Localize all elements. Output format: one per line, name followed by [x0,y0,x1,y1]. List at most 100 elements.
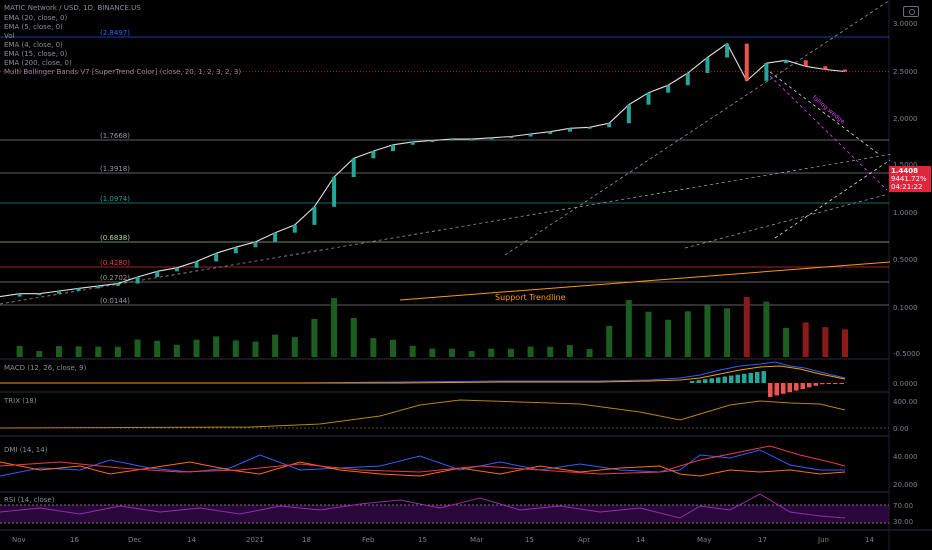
volume-bar [802,322,809,357]
macd-histogram-bar [742,373,747,383]
candle [685,73,690,86]
price-axis: 3.0000 2.5000 2.0000 1.5000 1.0000 0.5000 0.10… [893,20,920,358]
volume-bar [36,351,43,357]
fib-level-label: (0.6838) [100,234,130,242]
macd-histogram-bar [820,383,825,385]
volume-bar [724,308,731,357]
price-series [0,42,889,298]
volume-bar [507,348,514,357]
trix-pane [0,399,889,429]
last-price-tag: 1.4408 9441.72% 04:21:22 [889,166,931,192]
fib-level-label: (0.2702) [100,274,130,282]
indicator-label[interactable]: EMA (200, close, 0) [4,59,72,67]
volume-bar [586,349,593,357]
macd-histogram-bar [703,379,708,383]
dmi-axis-label: 40.000 [893,453,918,461]
price-axis-tick: 2.5000 [893,68,918,76]
macd-histogram-bar [813,383,818,386]
volume-bar [488,348,495,357]
volume-bar [232,340,239,357]
candle [803,60,808,67]
candle [194,261,199,268]
indicator-label[interactable]: EMA (20, close, 0) [4,14,68,22]
macd-histogram-bar [696,380,701,383]
macd-histogram-bar [716,377,721,383]
candle [214,253,219,262]
long-trendline [0,153,894,305]
time-axis-tick: Apr [578,536,590,544]
volume-bar [842,329,848,357]
candle [430,140,435,142]
indicator-label[interactable]: EMA (15, close, 0) [4,50,68,58]
time-axis-tick: 14 [865,536,874,544]
volume-bar [390,339,397,357]
macd-histogram-bar [800,383,805,389]
wedge-bottom-line [774,159,891,239]
price-line [0,42,846,298]
volume-bars [16,297,848,357]
time-axis-tick: 2021 [246,536,264,544]
volume-bar [350,317,357,357]
candle [312,206,317,225]
macd-histogram-bar [768,383,773,397]
candle [666,85,671,93]
trix-pane-label[interactable]: TRIX (18) [4,397,37,405]
volume-bar [409,345,416,357]
candle [17,293,22,297]
candle [96,285,101,289]
volume-bar [95,346,102,357]
macd-axis-label: 0.0000 [893,380,918,388]
fib-level-label: (1.7668) [100,132,130,140]
camera-icon[interactable] [903,6,919,17]
macd-histogram-bar [839,383,844,384]
macd-histogram-bar [787,383,792,393]
macd-pane-label[interactable]: MACD (12, 26, close, 9) [4,364,87,372]
volume-bar [606,325,613,357]
volume-bar [429,348,436,357]
candle [843,69,847,72]
volume-bar [704,305,711,357]
candle [155,271,160,278]
dmi-axis-label: 20.000 [893,481,918,489]
candle [332,176,337,207]
time-axis-tick: 18 [302,536,311,544]
time-axis-tick: 15 [525,536,534,544]
candle [410,141,415,145]
rsi-pane-label[interactable]: RSI (14, close) [4,496,55,504]
dmi-pane-label[interactable]: DMI (14, 14) [4,446,48,454]
candle [469,139,474,141]
candle [76,288,81,291]
candle [135,277,140,284]
indicator-label[interactable]: EMA (5, close, 0) [4,23,63,31]
support-trendline-label: Support Trendline [495,293,566,302]
time-axis-tick: 14 [187,536,196,544]
time-axis-tick: 14 [636,536,645,544]
indicator-label[interactable]: Multi Bollinger Bands V7 [SuperTrend Col… [4,68,242,76]
candle [292,224,297,233]
volume-bar [154,340,161,357]
macd-histogram-bar [833,383,838,384]
volume-bar [547,346,554,357]
trix-axis-label: 0.00 [893,425,909,433]
wedge-upper-edge [769,71,881,156]
candle [725,43,730,58]
candle [764,63,769,81]
dmi-pane [0,445,846,477]
macd-histogram-bar [729,375,734,383]
fib-level-label: (2.8497) [100,29,130,37]
volume-bar [527,346,534,357]
indicator-label[interactable]: EMA (4, close, 0) [4,41,63,49]
macd-histogram-bar [709,378,714,383]
trendlines [0,0,894,305]
candle [626,104,631,124]
adx-line [0,445,846,475]
volume-bar [665,319,672,357]
price-axis-tick: 3.0000 [893,20,918,28]
price-axis-tick: 1.5000 [893,161,918,169]
indicator-label[interactable]: Vol [4,32,15,40]
fib-level-label: (0.4280) [100,259,130,267]
volume-bar [370,338,377,357]
macd-histogram-bar [690,381,695,383]
volume-bar [448,348,455,357]
